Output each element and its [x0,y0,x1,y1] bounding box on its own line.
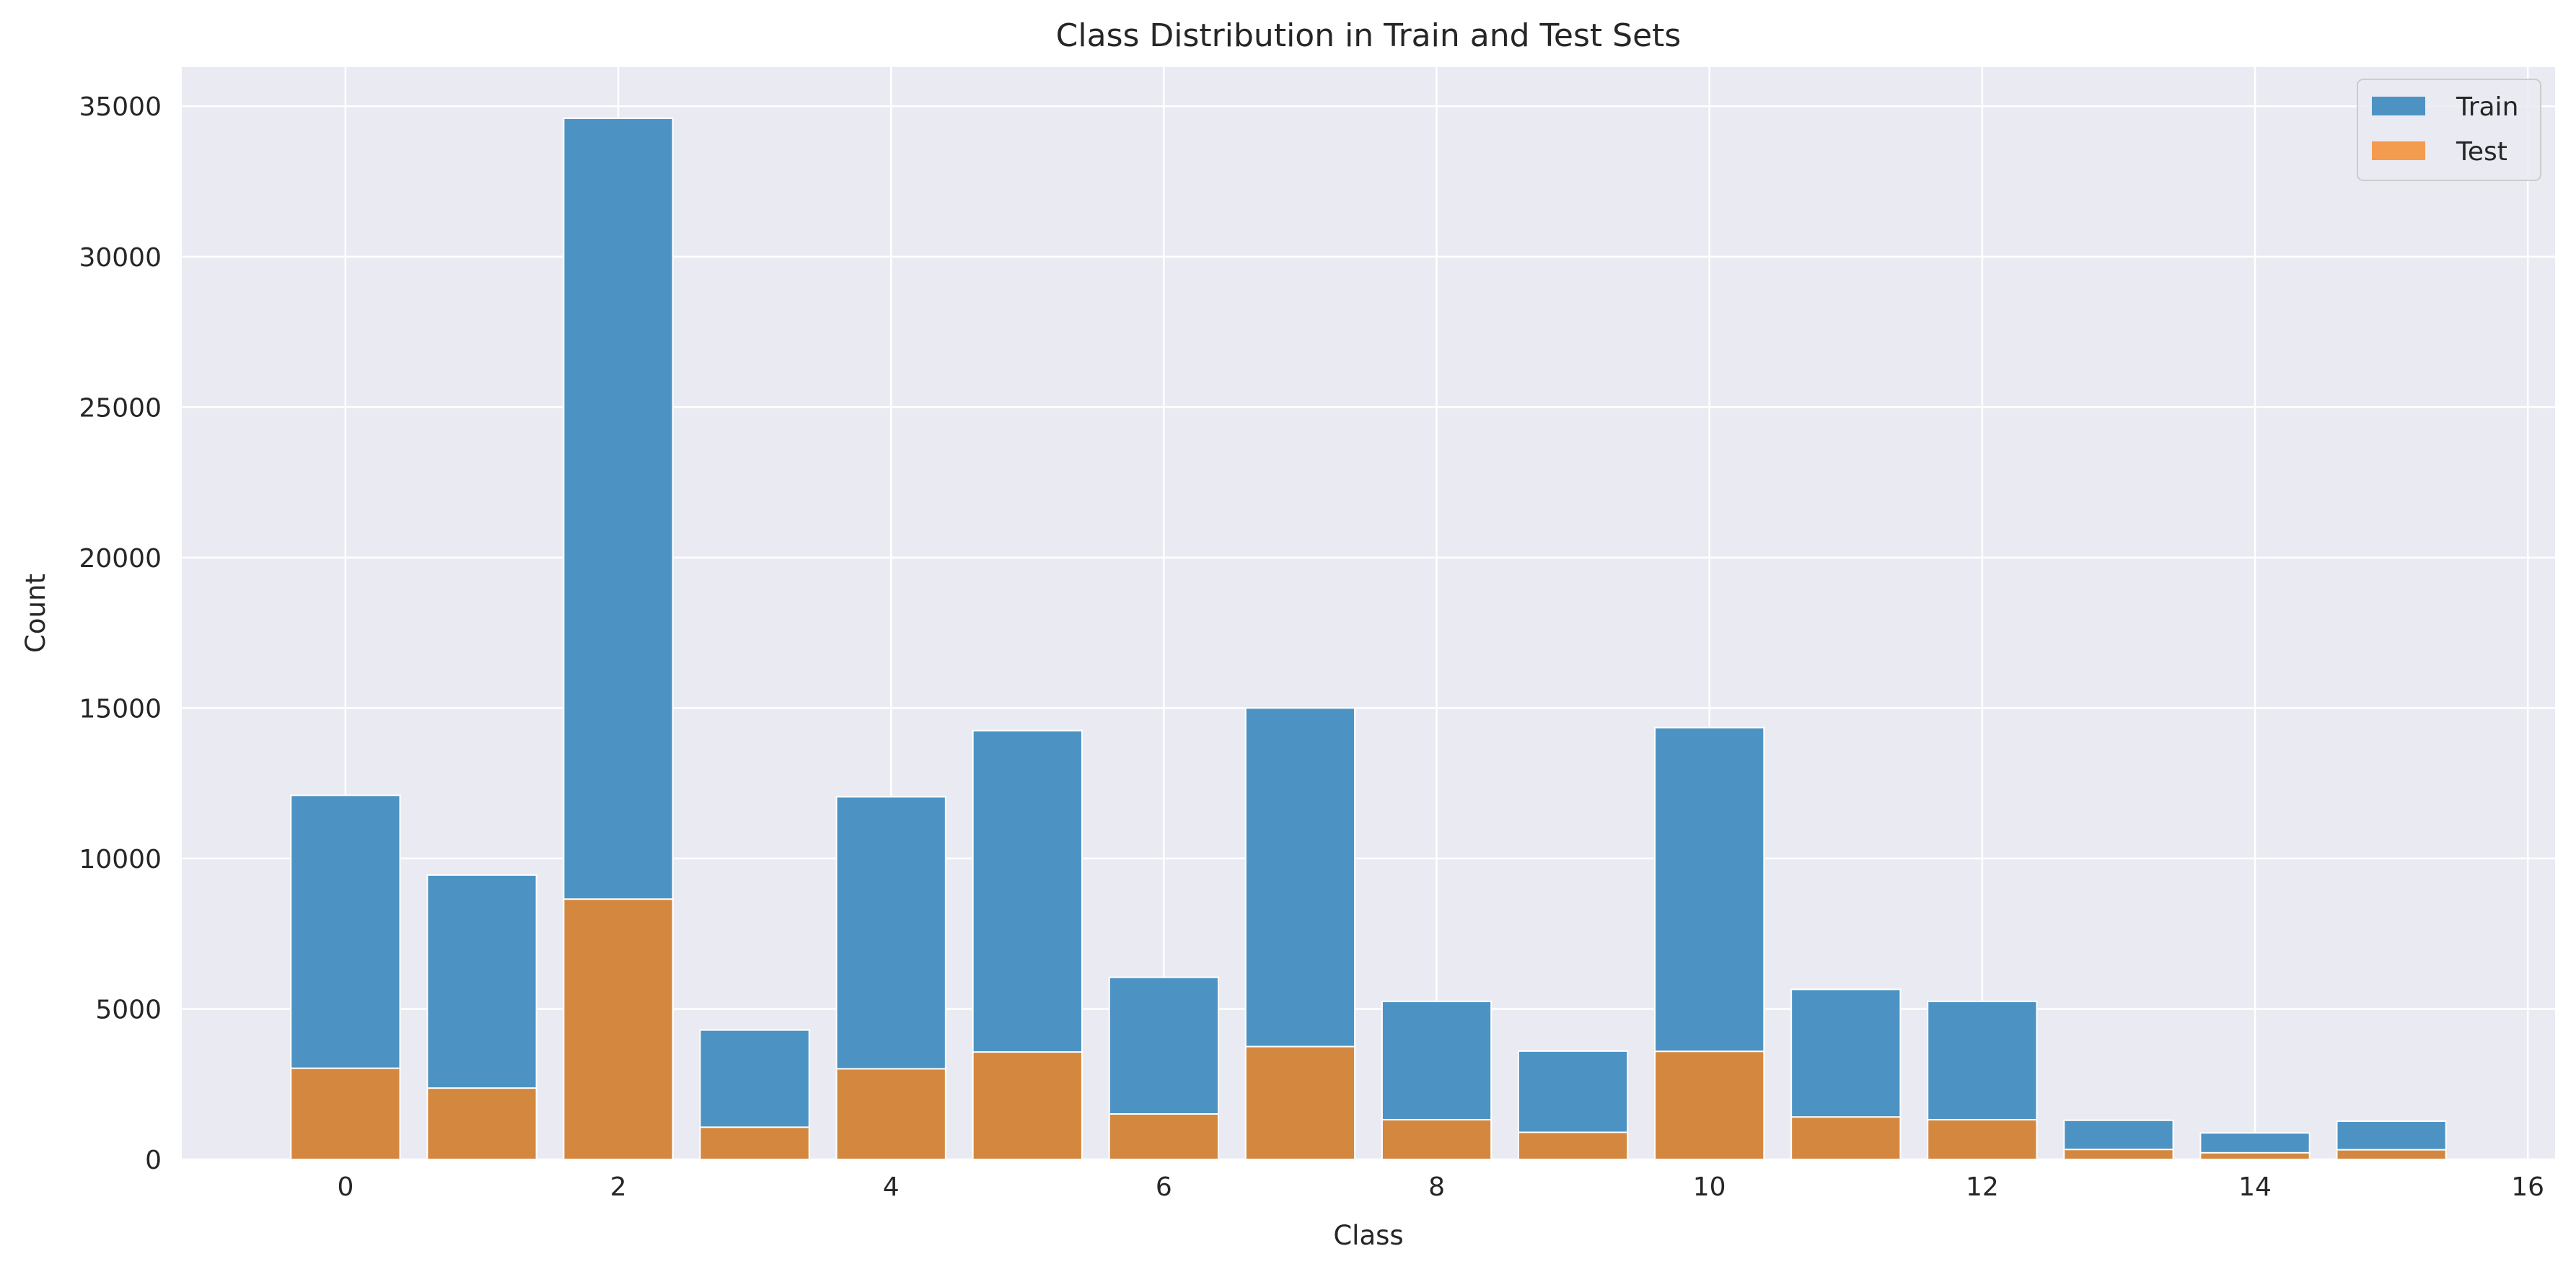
legend-swatch-train [2372,97,2425,115]
x-tick-label: 6 [1156,1172,1172,1202]
bar-test-class-6 [1108,1113,1220,1161]
legend-swatch-test [2372,141,2425,160]
bar-test-class-15 [2336,1149,2447,1160]
x-tick-label: 14 [2238,1172,2272,1202]
bar-test-class-0 [290,1067,401,1160]
y-tick-label: 15000 [79,694,162,724]
y-tick-label: 25000 [79,393,162,423]
x-tick-label: 8 [1428,1172,1445,1202]
y-tick-label: 0 [145,1146,162,1175]
bar-test-class-4 [835,1068,946,1161]
y-tick-label: 30000 [79,243,162,273]
bar-test-class-8 [1381,1118,1493,1160]
x-axis-title: Class [1333,1220,1403,1251]
x-tick-label: 10 [1693,1172,1726,1202]
x-tick-label: 0 [337,1172,353,1202]
y-tick-label: 5000 [95,995,162,1024]
y-axis-title: Count [20,574,51,653]
y-tick-labels: 0 5000 10000 15000 20000 25000 30000 35000 [79,92,162,1175]
bars [290,117,2447,1161]
bar-test-class-3 [699,1126,810,1160]
bar-test-class-10 [1654,1050,1765,1160]
bar-test-class-2 [563,898,674,1161]
legend: Train Test [2357,79,2541,181]
plot-background [182,67,2555,1159]
bar-test-class-7 [1244,1045,1356,1161]
bar-test-class-13 [2063,1149,2174,1160]
y-tick-label: 20000 [79,544,162,574]
legend-label-train: Train [2456,92,2518,122]
bar-test-class-1 [426,1087,537,1161]
y-tick-label: 35000 [79,92,162,122]
x-tick-label: 2 [610,1172,627,1202]
bar-test-class-9 [1517,1131,1629,1160]
legend-label-test: Test [2456,137,2507,167]
x-tick-label: 16 [2511,1172,2544,1202]
y-tick-label: 10000 [79,845,162,874]
x-tick-label: 4 [883,1172,900,1202]
x-tick-label: 12 [1966,1172,1999,1202]
chart-title: Class Distribution in Train and Test Set… [1056,17,1682,54]
bar-test-class-14 [2199,1151,2311,1160]
bar-test-class-11 [1790,1116,1902,1161]
x-tick-labels: 0 2 4 6 8 10 12 14 16 [337,1172,2544,1202]
bar-test-class-5 [972,1051,1083,1161]
bar-test-class-12 [1927,1118,2038,1160]
